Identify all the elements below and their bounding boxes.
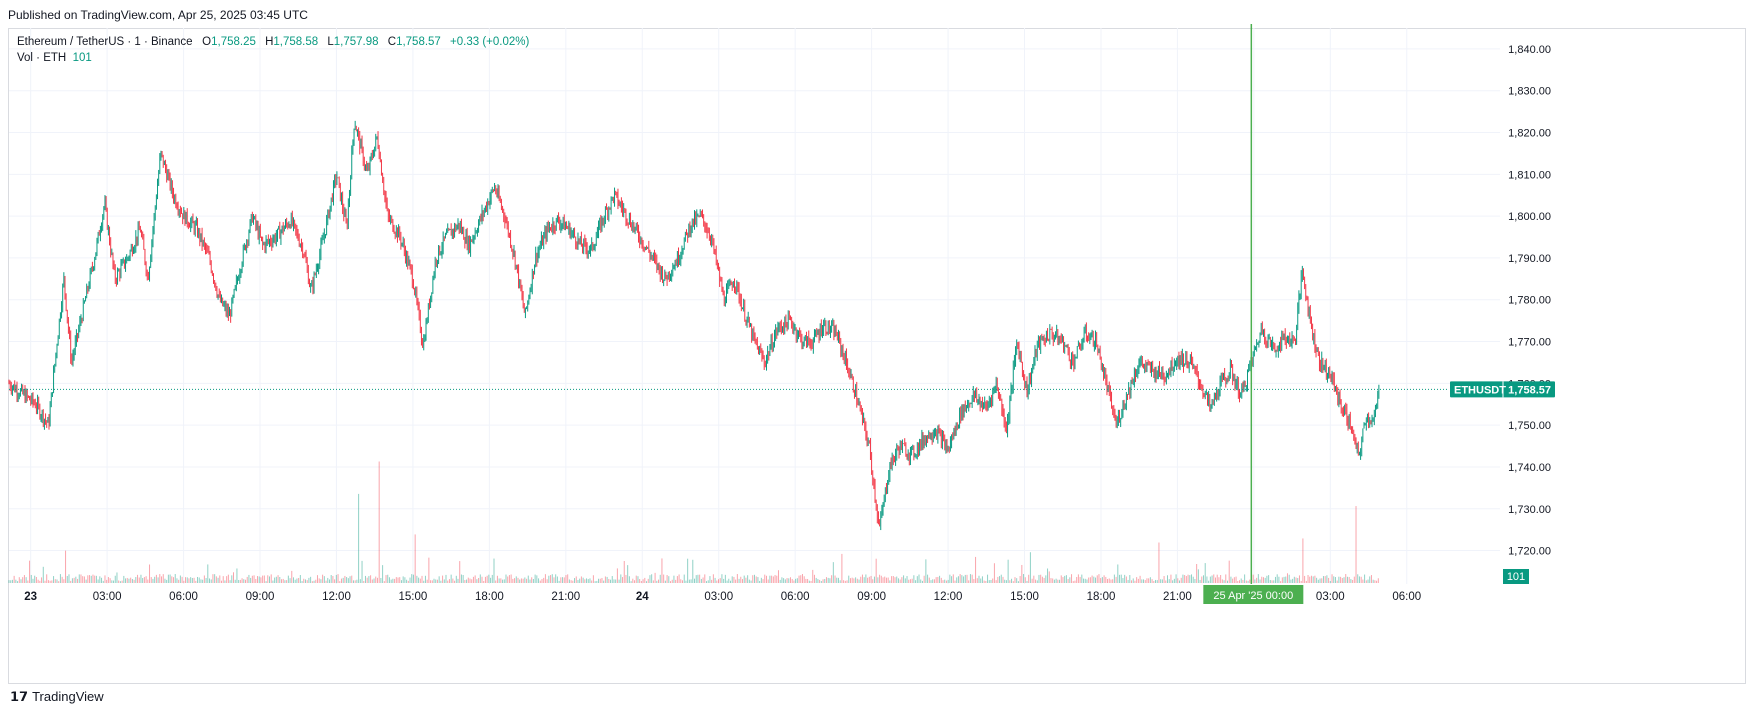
- close-value: 1,758.57: [396, 36, 441, 48]
- x-tick-label: 21:00: [551, 591, 580, 603]
- volume-legend: Vol · ETH 101: [17, 52, 92, 64]
- low-label: L: [327, 36, 334, 48]
- x-tick-label: 03:00: [1316, 591, 1345, 603]
- change-value: +0.33 (+0.02%): [450, 36, 530, 48]
- open-label: O: [202, 36, 212, 48]
- x-tick-label: 18:00: [475, 591, 504, 603]
- volume-label[interactable]: Vol · ETH: [17, 52, 67, 64]
- x-tick-label: 03:00: [704, 591, 733, 603]
- price-tag-value: 1,758.57: [1508, 384, 1551, 396]
- published-caption: Published on TradingView.com, Apr 25, 20…: [8, 8, 308, 22]
- y-tick-label: 1,810.00: [1508, 169, 1551, 181]
- y-tick-label: 1,840.00: [1508, 44, 1551, 56]
- crosshair-time-label: 25 Apr '25 00:00: [1213, 590, 1293, 602]
- high-label: H: [265, 36, 274, 48]
- volume-group: [8, 461, 1379, 583]
- x-tick-label: 09:00: [857, 591, 886, 603]
- ohlc-legend: Ethereum / TetherUS · 1 · Binance O1,758…: [17, 36, 535, 48]
- y-tick-label: 1,720.00: [1508, 546, 1551, 558]
- price-tag-symbol: ETHUSDT: [1454, 384, 1506, 396]
- crosshair-label-bg: [1203, 585, 1304, 604]
- x-tick-label: 23: [24, 591, 37, 603]
- x-tick-label: 12:00: [322, 591, 351, 603]
- chart-frame: [8, 28, 1746, 684]
- x-tick-label: 24: [636, 591, 649, 603]
- y-tick-label: 1,830.00: [1508, 86, 1551, 98]
- y-tick-label: 1,740.00: [1508, 462, 1551, 474]
- brand-name: TradingView: [32, 689, 104, 704]
- candles-group: [8, 120, 1380, 531]
- x-tick-label: 03:00: [93, 591, 122, 603]
- y-tick-label: 1,820.00: [1508, 128, 1551, 140]
- y-tick-label: 1,730.00: [1508, 504, 1551, 516]
- volume-tag-bg: [1503, 569, 1529, 584]
- x-tick-label: 18:00: [1087, 591, 1116, 603]
- y-tick-label: 1,800.00: [1508, 211, 1551, 223]
- high-value: 1,758.58: [273, 36, 319, 48]
- y-tick-label: 1,780.00: [1508, 295, 1551, 307]
- low-value: 1,757.98: [333, 36, 379, 48]
- x-tick-label: 15:00: [1010, 591, 1039, 603]
- x-tick-label: 09:00: [246, 591, 275, 603]
- x-tick-label: 06:00: [169, 591, 198, 603]
- symbol-name[interactable]: Ethereum / TetherUS · 1 · Binance: [17, 36, 193, 48]
- close-label: C: [387, 36, 397, 48]
- open-value: 1,758.25: [211, 36, 256, 48]
- x-tick-label: 15:00: [399, 591, 428, 603]
- x-tick-label: 06:00: [781, 591, 810, 603]
- volume-value: 101: [72, 52, 92, 64]
- y-tick-label: 1,790.00: [1508, 253, 1551, 265]
- x-tick-label: 12:00: [934, 591, 963, 603]
- y-tick-label: 1,770.00: [1508, 337, 1551, 349]
- footer-brand[interactable]: 𝟭𝟳 TradingView: [10, 689, 104, 705]
- tradingview-logo-icon: 𝟭𝟳: [10, 689, 29, 704]
- x-tick-label: 06:00: [1392, 591, 1421, 603]
- y-tick-label: 1,750.00: [1508, 420, 1551, 432]
- x-tick-label: 21:00: [1163, 591, 1192, 603]
- volume-tag-value: 101: [1507, 571, 1525, 583]
